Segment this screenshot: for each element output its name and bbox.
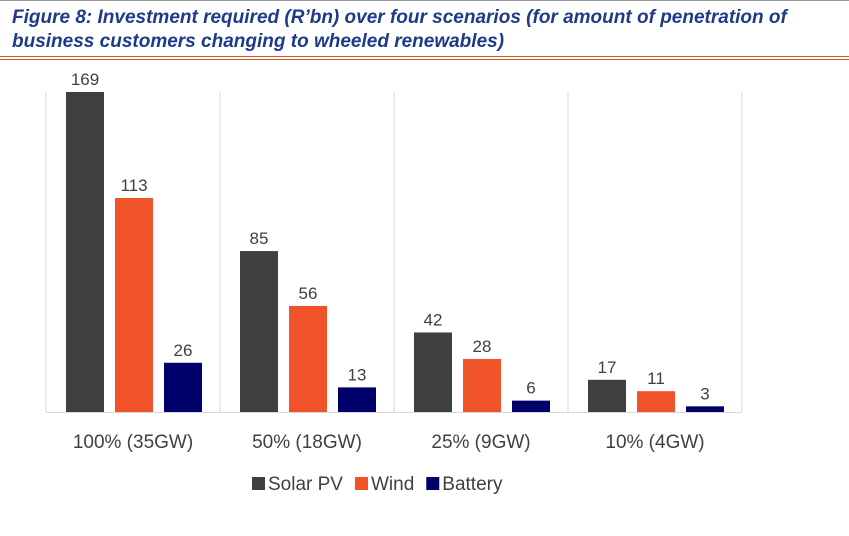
bar-wind [289,305,327,412]
data-label: 13 [348,365,367,384]
figure-title: Figure 8: Investment required (R’bn) ove… [12,7,787,52]
bar-battery [164,362,202,412]
title-underline-secondary [0,59,849,60]
data-label: 113 [120,176,147,195]
legend-swatch [426,477,440,490]
x-tick-label: 100% (35GW) [73,432,193,453]
data-label: 169 [71,70,99,89]
data-label: 17 [598,358,617,377]
data-label: 85 [250,229,269,248]
bar-wind [115,198,153,412]
bar-solar-pv [66,92,104,412]
data-label: 56 [299,284,318,303]
x-tick-label: 10% (4GW) [605,432,704,453]
legend-swatch [354,477,368,490]
data-label: 6 [526,379,535,398]
bar-battery [338,387,376,412]
data-label: 42 [424,310,443,329]
legend-label: Battery [442,474,503,495]
data-label: 3 [700,384,709,403]
bar-battery [686,406,724,412]
legend-swatch [252,477,265,490]
x-tick-label: 50% (18GW) [252,432,362,453]
bar-battery [512,400,550,412]
legend-label: Wind [371,474,414,495]
bar-wind [463,358,501,412]
title-underline [0,56,849,57]
bar-solar-pv [588,379,626,412]
top-border-rule [0,0,849,1]
data-label: 11 [647,369,665,388]
bar-wind [637,391,675,412]
data-label: 26 [174,341,193,360]
bar-solar-pv [240,251,278,412]
x-tick-label: 25% (9GW) [431,432,530,453]
data-label: 28 [473,337,492,356]
bar-solar-pv [414,332,452,412]
legend-label: Solar PV [268,474,343,495]
